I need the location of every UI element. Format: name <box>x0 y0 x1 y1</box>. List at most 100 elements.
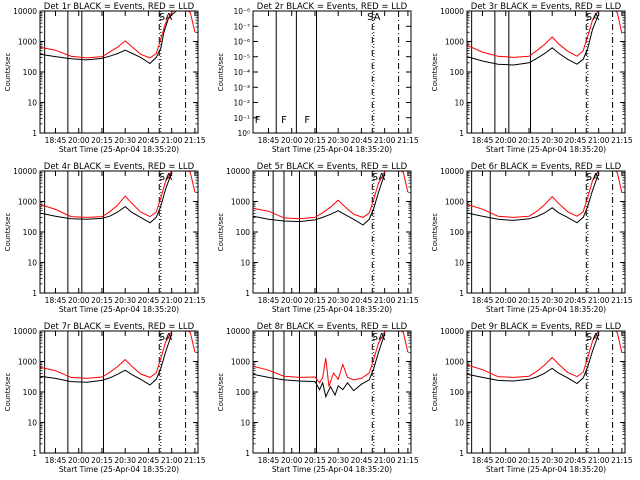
x-tick-label: 20:15 <box>304 456 326 465</box>
plot-area <box>40 171 196 293</box>
x-tick-label: 20:45 <box>565 136 587 145</box>
x-tick-label: 21:00 <box>374 136 396 145</box>
y-tick-label: 10⁻² <box>233 99 250 108</box>
x-tick-label: 20:15 <box>91 136 113 145</box>
y-tick-label: 1000 <box>18 358 37 367</box>
y-tick-label: 10⁻⁶ <box>233 38 250 47</box>
x-tick-label: 18:45 <box>45 296 67 305</box>
x-tick-label: 20:45 <box>351 296 373 305</box>
x-tick-label: 21:00 <box>374 456 396 465</box>
series-lld <box>253 171 409 220</box>
x-tick-label: 20:15 <box>518 456 540 465</box>
y-axis-label: Counts/sec <box>431 373 439 412</box>
plot-frame <box>39 170 199 294</box>
marker-label: SA <box>367 12 381 23</box>
panel-det-6: Det 6r BLACK = Events, RED = LLD 1 10 100 10… <box>431 162 633 314</box>
y-tick-label: 1 <box>459 289 464 298</box>
panel-det-7: Det 7r BLACK = Events, RED = LLD 1 10 100 10… <box>4 322 206 474</box>
x-axis-label: Start Time (25-Apr-04 18:35:20) <box>486 145 606 154</box>
marker-label: SA <box>372 332 386 343</box>
series-events <box>467 13 600 66</box>
series-lld <box>467 11 623 58</box>
x-axis-label: Start Time (25-Apr-04 18:35:20) <box>486 305 606 314</box>
panel-title: Det 1r BLACK = Events, RED = LLD <box>44 2 195 12</box>
y-axis-label: Counts/sec <box>217 213 225 252</box>
x-axis-label: Start Time (25-Apr-04 18:35:20) <box>59 305 179 314</box>
marker-label: SA <box>159 172 173 183</box>
series-lld <box>253 331 409 387</box>
y-tick-label: 100 <box>450 228 465 237</box>
series-events <box>467 333 600 385</box>
x-tick-label: 18:45 <box>258 136 280 145</box>
x-tick-label: 20:45 <box>138 296 160 305</box>
x-tick-label: 18:45 <box>258 456 280 465</box>
marker-label: F <box>255 115 261 126</box>
plot-frame <box>252 170 412 294</box>
plot-frame <box>39 10 199 134</box>
panel-det-1: Det 1r BLACK = Events, RED = LLD 1 10 100 10… <box>4 2 206 154</box>
y-tick-label: 10000 <box>13 7 37 16</box>
x-tick-label: 21:15 <box>397 296 419 305</box>
x-axis-label: Start Time (25-Apr-04 18:35:20) <box>486 465 606 474</box>
y-tick-label: 10000 <box>440 167 464 176</box>
series-events <box>253 333 386 399</box>
x-tick-label: 21:00 <box>588 456 610 465</box>
x-tick-label: 20:00 <box>495 456 517 465</box>
panel-title: Det 6r BLACK = Events, RED = LLD <box>471 162 622 172</box>
y-tick-label: 1 <box>32 449 37 458</box>
plot-area <box>467 171 623 293</box>
y-tick-label: 10000 <box>13 167 37 176</box>
y-tick-label: 10 <box>454 99 464 108</box>
marker-label: F <box>304 115 310 126</box>
x-tick-label: 21:00 <box>374 296 396 305</box>
plot-area <box>275 11 400 133</box>
marker-label: SA <box>159 332 173 343</box>
x-tick-label: 21:00 <box>161 136 183 145</box>
x-tick-label: 20:45 <box>565 456 587 465</box>
x-tick-label: 18:45 <box>45 456 67 465</box>
plot-area <box>467 331 623 453</box>
panel-title: Det 8r BLACK = Events, RED = LLD <box>257 322 408 332</box>
y-tick-label: 1 <box>459 449 464 458</box>
y-tick-label: 10⁻⁵ <box>233 53 250 62</box>
series-lld <box>40 171 196 218</box>
plot-area <box>253 171 409 293</box>
x-tick-label: 20:30 <box>327 456 349 465</box>
y-tick-label: 100 <box>23 388 38 397</box>
y-tick-label: 100 <box>236 228 251 237</box>
series-events <box>40 11 177 65</box>
y-tick-label: 10000 <box>13 327 37 336</box>
marker-label: SA <box>372 172 386 183</box>
y-tick-label: 1000 <box>445 198 464 207</box>
y-tick-label: 1000 <box>445 38 464 47</box>
marker-label: SA <box>586 12 600 23</box>
series-events <box>253 173 386 226</box>
panel-det-2: Det 2r BLACK = Events, RED = LLD 10⁰ 10⁻¹ 1… <box>217 2 419 154</box>
y-tick-label: 10⁻³ <box>233 83 250 92</box>
series-lld <box>467 171 623 218</box>
x-tick-label: 20:15 <box>304 136 326 145</box>
x-tick-label: 20:45 <box>138 136 160 145</box>
y-tick-label: 10000 <box>226 327 250 336</box>
x-tick-label: 20:00 <box>68 136 90 145</box>
y-axis-label: Counts/sec <box>217 373 225 412</box>
x-tick-label: 20:00 <box>495 296 517 305</box>
x-tick-label: 21:00 <box>161 296 183 305</box>
plot-area <box>40 11 196 133</box>
x-tick-label: 20:00 <box>281 296 303 305</box>
y-axis-label: Counts/sec <box>431 53 439 92</box>
y-tick-label: 10 <box>240 259 250 268</box>
x-tick-label: 21:15 <box>184 136 206 145</box>
x-tick-label: 20:30 <box>327 296 349 305</box>
x-tick-label: 21:00 <box>588 296 610 305</box>
y-tick-label: 1 <box>32 289 37 298</box>
panel-title: Det 9r BLACK = Events, RED = LLD <box>471 322 622 332</box>
y-tick-label: 10 <box>27 259 37 268</box>
y-tick-label: 1000 <box>231 198 250 207</box>
series-events <box>40 333 173 386</box>
x-tick-label: 20:45 <box>565 296 587 305</box>
y-tick-label: 1 <box>245 289 250 298</box>
marker-label: SA <box>586 172 600 183</box>
y-axis-label: Counts/sec <box>431 213 439 252</box>
y-tick-label: 100 <box>236 388 251 397</box>
